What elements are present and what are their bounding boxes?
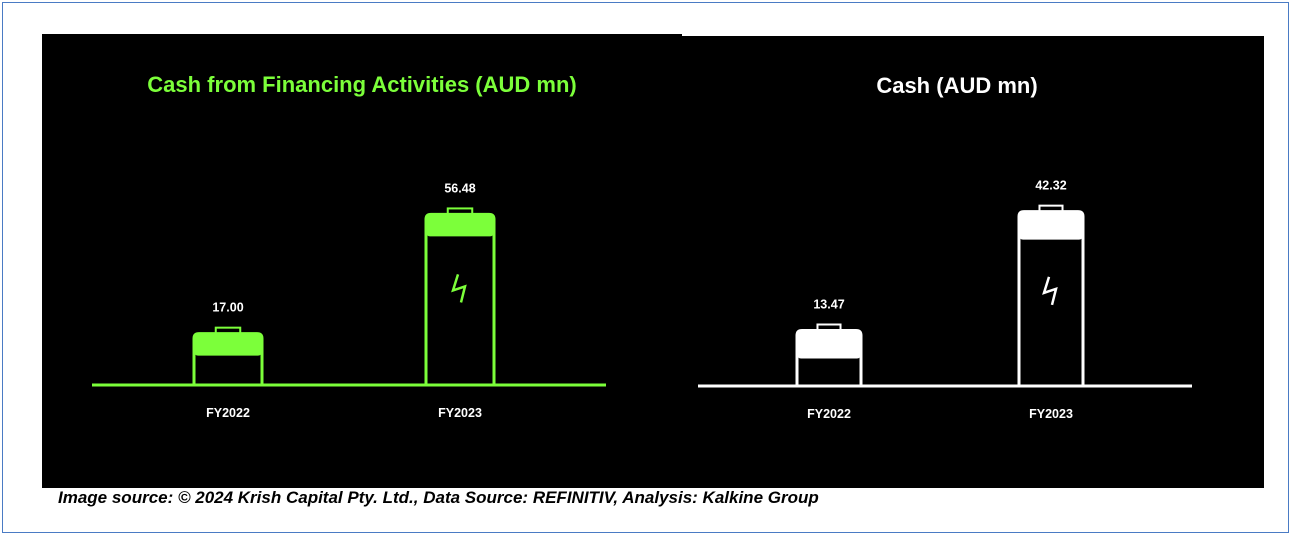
lightning-icon bbox=[1042, 276, 1058, 306]
data-label: 56.48 bbox=[444, 181, 475, 195]
bar-fy2023 bbox=[1017, 204, 1085, 386]
bar-outline bbox=[424, 212, 496, 385]
battery-terminal bbox=[446, 207, 474, 216]
image-source-caption: Image source: © 2024 Krish Capital Pty. … bbox=[58, 488, 819, 507]
x-tick-label: FY2023 bbox=[438, 406, 482, 420]
financing-chart-panel: Cash from Financing Activities (AUD mn) 1… bbox=[42, 34, 682, 488]
bar-cap bbox=[194, 333, 262, 356]
financing-chart: Cash from Financing Activities (AUD mn) 1… bbox=[92, 72, 606, 420]
battery-terminal bbox=[816, 323, 842, 332]
chart-title: Cash from Financing Activities (AUD mn) bbox=[147, 72, 576, 97]
bar-fy2022 bbox=[192, 326, 264, 385]
data-label: 17.00 bbox=[212, 301, 243, 315]
battery-terminal bbox=[1038, 204, 1064, 213]
lightning-icon bbox=[451, 274, 467, 303]
battery-terminal bbox=[214, 326, 242, 335]
x-tick-label: FY2022 bbox=[206, 406, 250, 420]
bar-fy2022 bbox=[795, 323, 863, 386]
cash-chart-panel: Cash (AUD mn) 13.47 FY2022 42.32 FY2023 bbox=[682, 36, 1264, 488]
x-tick-label: FY2023 bbox=[1029, 407, 1073, 421]
bar-fy2023 bbox=[424, 207, 496, 385]
data-label: 42.32 bbox=[1035, 179, 1066, 193]
chart-title: Cash (AUD mn) bbox=[876, 73, 1037, 98]
bar-cap bbox=[1019, 211, 1083, 240]
x-tick-label: FY2022 bbox=[807, 407, 851, 421]
bar-cap bbox=[426, 214, 494, 237]
cash-chart: Cash (AUD mn) 13.47 FY2022 42.32 FY2023 bbox=[698, 73, 1192, 421]
bar-cap bbox=[797, 330, 861, 359]
data-label: 13.47 bbox=[813, 298, 844, 312]
